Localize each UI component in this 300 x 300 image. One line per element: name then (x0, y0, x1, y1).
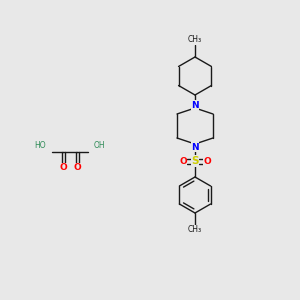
Text: N: N (191, 100, 199, 109)
Text: CH₃: CH₃ (188, 226, 202, 235)
Text: O: O (179, 157, 187, 166)
Text: O: O (59, 164, 67, 172)
Text: HO: HO (34, 141, 46, 150)
Text: S: S (191, 156, 199, 166)
Text: O: O (73, 164, 81, 172)
Text: O: O (203, 157, 211, 166)
Text: CH₃: CH₃ (188, 35, 202, 44)
Text: OH: OH (94, 141, 106, 150)
Text: N: N (191, 142, 199, 152)
